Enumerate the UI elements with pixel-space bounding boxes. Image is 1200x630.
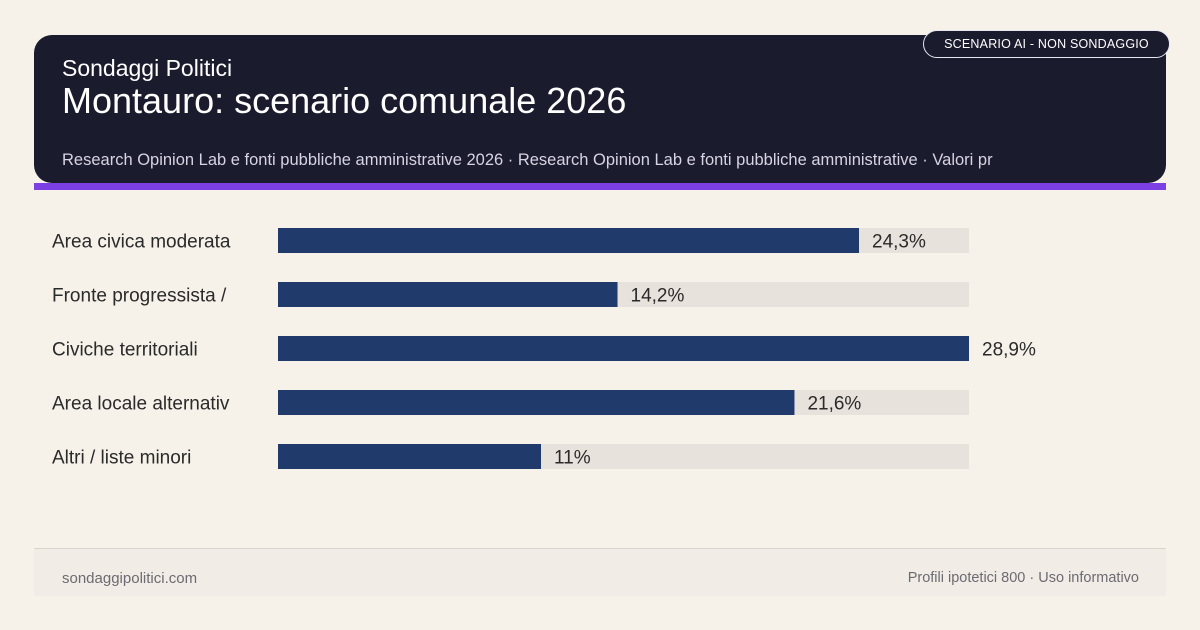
value-label: 24,3% <box>872 232 926 253</box>
header-panel: Sondaggi Politici Montauro: scenario com… <box>34 35 1166 183</box>
bar <box>278 228 860 253</box>
page-title: Montauro: scenario comunale 2026 <box>62 80 627 121</box>
footer-note: Profili ipotetici 800 · Uso informativo <box>907 570 1139 586</box>
brand-name: Sondaggi Politici <box>62 55 233 81</box>
bar <box>278 390 795 415</box>
header-accent-line <box>34 183 1166 190</box>
category-label: Area locale alternativ <box>52 394 230 415</box>
value-label: 14,2% <box>631 286 685 307</box>
bar <box>278 282 618 307</box>
bar <box>278 336 969 361</box>
bar <box>278 444 542 469</box>
footer: sondaggipolitici.com Profili ipotetici 8… <box>34 548 1166 596</box>
category-label: Area civica moderata <box>52 232 231 253</box>
category-label: Altri / liste minori <box>52 448 191 469</box>
value-label: 11% <box>554 448 591 469</box>
scenario-badge: SCENARIO AI - NON SONDAGGIO <box>923 30 1170 58</box>
value-label: 21,6% <box>807 394 861 415</box>
footer-site: sondaggipolitici.com <box>62 570 198 587</box>
value-label: 28,9% <box>982 340 1036 361</box>
category-label: Civiche territoriali <box>52 340 198 361</box>
category-label: Fronte progressista / <box>52 286 227 307</box>
source-note: Research Opinion Lab e fonti pubbliche a… <box>62 151 993 169</box>
